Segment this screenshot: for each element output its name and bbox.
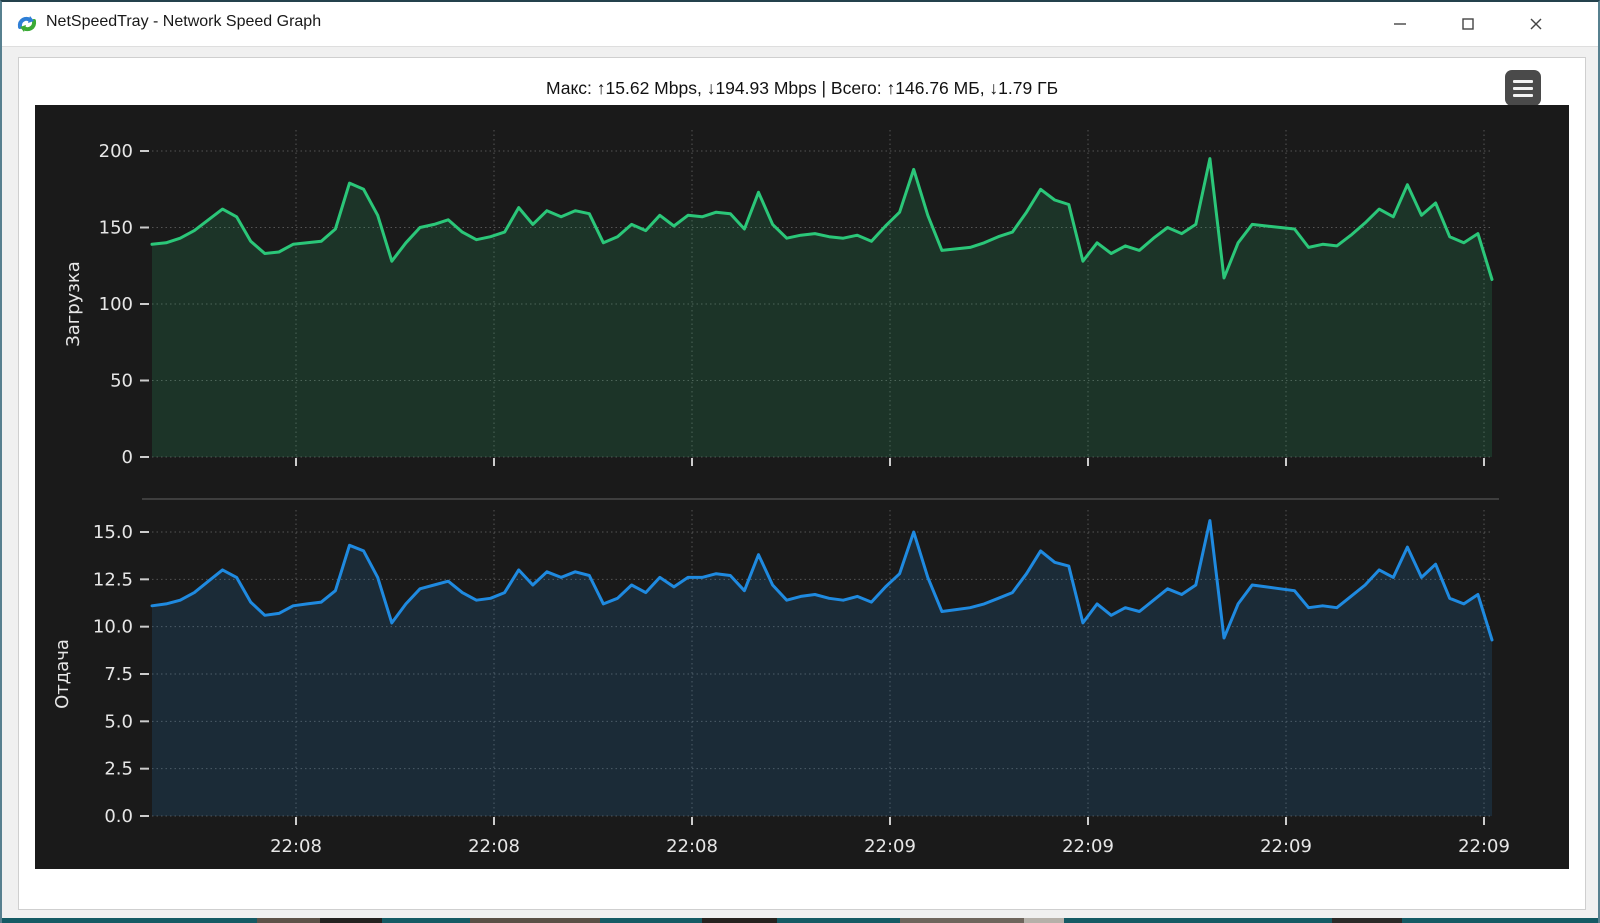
graph-card: Макс: ↑15.62 Mbps, ↓194.93 Mbps | Всего:… <box>18 57 1586 910</box>
minimize-icon <box>1394 23 1406 25</box>
netspeedtray-logo-icon <box>16 13 38 35</box>
svg-text:200: 200 <box>99 141 133 162</box>
window-title: NetSpeedTray - Network Speed Graph <box>46 13 322 30</box>
svg-text:0.0: 0.0 <box>104 806 133 827</box>
svg-text:7.5: 7.5 <box>104 664 133 685</box>
svg-text:22:09: 22:09 <box>1062 836 1114 857</box>
svg-text:22:08: 22:08 <box>270 836 322 857</box>
chart-panel: 0 50 100 150 200 Загрузка 0.0 2.5 5.0 7.5 10.0 12.5… <box>35 105 1569 869</box>
svg-text:5.0: 5.0 <box>104 711 133 732</box>
svg-text:0: 0 <box>122 447 133 468</box>
svg-text:2.5: 2.5 <box>104 759 133 780</box>
maximize-button[interactable] <box>1440 2 1496 46</box>
taskbar-edge <box>2 918 1598 923</box>
svg-text:100: 100 <box>99 294 133 315</box>
download-area-fill <box>152 158 1492 457</box>
svg-text:22:08: 22:08 <box>666 836 718 857</box>
upload-axis-label: Отдача <box>52 639 73 709</box>
close-button[interactable] <box>1508 2 1564 46</box>
stats-summary: Макс: ↑15.62 Mbps, ↓194.93 Mbps | Всего:… <box>545 78 1059 98</box>
close-icon <box>1530 18 1542 30</box>
svg-text:22:08: 22:08 <box>468 836 520 857</box>
titlebar[interactable]: NetSpeedTray - Network Speed Graph <box>2 2 1598 47</box>
upload-area-fill <box>152 520 1492 816</box>
svg-text:12.5: 12.5 <box>93 569 133 590</box>
svg-text:10.0: 10.0 <box>93 617 133 638</box>
svg-text:15.0: 15.0 <box>93 522 133 543</box>
upload-line <box>150 519 1494 642</box>
minimize-button[interactable] <box>1372 2 1428 46</box>
svg-text:22:09: 22:09 <box>864 836 916 857</box>
svg-text:150: 150 <box>99 218 133 239</box>
svg-text:22:09: 22:09 <box>1260 836 1312 857</box>
download-axis-label: Загрузка <box>63 261 84 347</box>
maximize-icon <box>1462 18 1474 30</box>
network-speed-chart: 0 50 100 150 200 Загрузка 0.0 2.5 5.0 7.5 10.0 12.5… <box>52 130 1510 857</box>
menu-button[interactable] <box>1505 70 1541 106</box>
download-line <box>150 157 1494 281</box>
svg-text:50: 50 <box>110 371 133 392</box>
svg-text:22:09: 22:09 <box>1458 836 1510 857</box>
